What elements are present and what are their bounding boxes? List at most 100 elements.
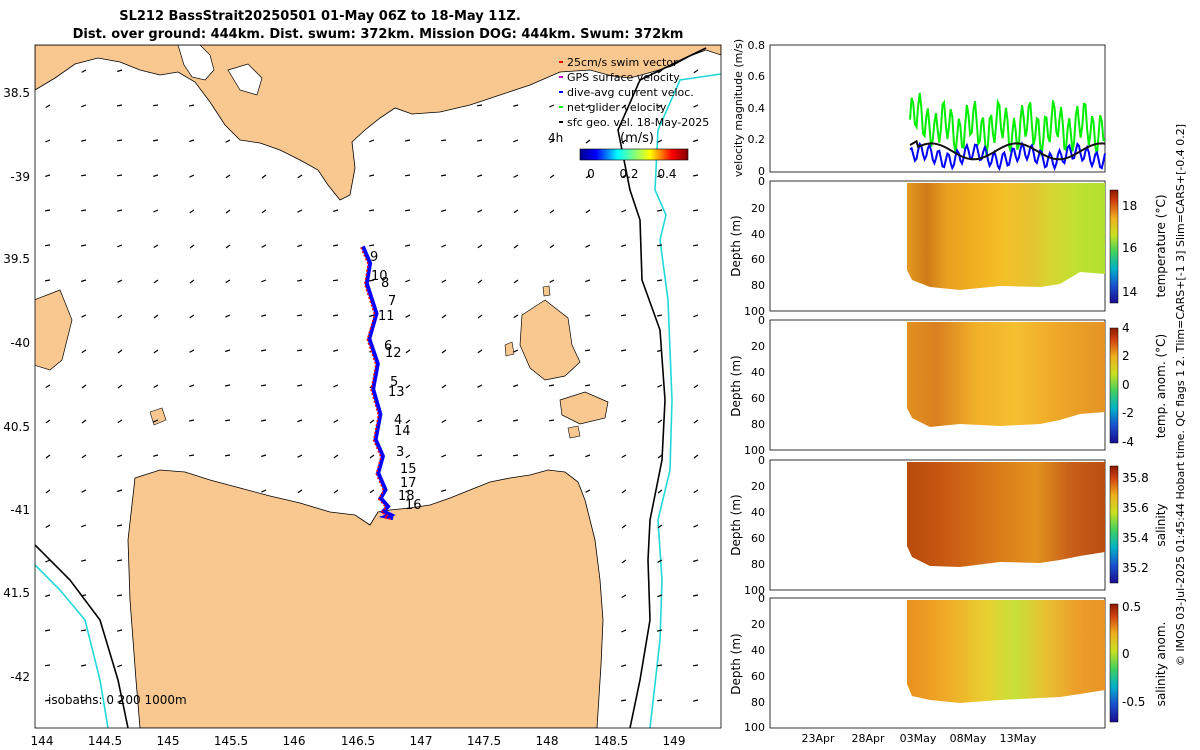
velocity-vector bbox=[117, 699, 123, 703]
velocity-vector bbox=[477, 209, 483, 213]
surface-velocity-series bbox=[909, 139, 1106, 161]
velocity-vector bbox=[405, 489, 411, 493]
legend-label: net glider velocity bbox=[567, 101, 667, 114]
velocity-vector bbox=[621, 524, 627, 529]
velocity-vector bbox=[297, 244, 303, 248]
velocity-vector bbox=[225, 139, 231, 143]
velocity-vector bbox=[81, 384, 87, 389]
cbar-tick: 4 bbox=[1122, 321, 1130, 335]
velocity-vector bbox=[441, 454, 447, 458]
lat-tick: 41.5 bbox=[3, 586, 30, 600]
map-legend: 25cm/s swim vector GPS surface velocity … bbox=[559, 56, 709, 129]
cbar-tick: -0.5 bbox=[1122, 695, 1145, 709]
cbar-tick: 14 bbox=[1122, 285, 1137, 299]
section-ylabel: Depth (m) bbox=[729, 215, 743, 276]
velocity-vector bbox=[45, 594, 51, 597]
cbar-tick: 0.5 bbox=[1122, 600, 1141, 614]
velocity-vector bbox=[693, 629, 699, 632]
velocity-vector bbox=[621, 594, 627, 599]
velocity-vector bbox=[693, 384, 699, 389]
velocity-vector bbox=[513, 349, 519, 353]
velocity-vector bbox=[405, 349, 411, 354]
velocity-vector bbox=[549, 104, 555, 108]
depth-tick: 0 bbox=[758, 454, 765, 467]
velocity-vector bbox=[621, 664, 627, 667]
time-tick: 23Apr bbox=[801, 732, 835, 745]
velocity-vector bbox=[153, 209, 159, 213]
depth-tick: 0 bbox=[758, 592, 765, 605]
velocity-vector bbox=[693, 69, 699, 74]
velocity-vector bbox=[513, 384, 519, 388]
velocity-vector bbox=[513, 174, 519, 178]
velocity-vector bbox=[224, 384, 231, 387]
isobath-1000-east bbox=[649, 73, 721, 728]
depth-tick: 20 bbox=[751, 202, 765, 215]
velocity-vector bbox=[81, 104, 87, 108]
velocity-vector bbox=[81, 279, 87, 283]
velocity-vector bbox=[621, 314, 627, 317]
velocity-vector bbox=[80, 559, 87, 562]
velocity-vector bbox=[657, 139, 663, 143]
map-title-line1: SL212 BassStrait20250501 01-May 06Z to 1… bbox=[119, 9, 521, 24]
velocity-vector bbox=[369, 489, 375, 494]
lat-tick: 39.5 bbox=[3, 252, 30, 266]
velocity-vector bbox=[153, 384, 159, 389]
velocity-vector bbox=[332, 244, 339, 247]
velocity-vector bbox=[117, 559, 123, 562]
velocity-vector bbox=[369, 244, 375, 247]
velocity-vector bbox=[657, 454, 663, 459]
velocity-vector bbox=[693, 664, 699, 667]
depth-tick: 20 bbox=[751, 340, 765, 353]
colorbar-tick: 0.4 bbox=[657, 167, 676, 181]
velocity-vector bbox=[441, 489, 447, 492]
day-label: 12 bbox=[385, 346, 402, 361]
velocity-vector bbox=[297, 349, 303, 352]
velocity-vector bbox=[477, 314, 483, 319]
velocity-vector bbox=[477, 174, 483, 178]
velocity-vector bbox=[116, 209, 123, 212]
depth-tick: 0 bbox=[758, 175, 765, 188]
cbar-tick: 35.8 bbox=[1122, 471, 1149, 485]
velocity-vector bbox=[189, 384, 195, 388]
velocity-vector bbox=[117, 384, 123, 389]
velocity-vector bbox=[657, 279, 663, 282]
velocity-vector bbox=[260, 419, 267, 422]
velocity-vector bbox=[117, 664, 123, 668]
velocity-vector bbox=[693, 314, 699, 318]
cbar-tick: 18 bbox=[1122, 199, 1137, 213]
velocity-vector bbox=[297, 174, 303, 179]
salinity-field bbox=[907, 462, 1105, 567]
velocity-vector bbox=[81, 314, 87, 318]
temperature-field bbox=[907, 183, 1105, 290]
velocity-vector bbox=[405, 209, 411, 212]
time-tick: 28Apr bbox=[851, 732, 885, 745]
velocity-vector bbox=[441, 349, 447, 354]
velocity-vector bbox=[621, 629, 627, 633]
day-label: 11 bbox=[378, 309, 395, 324]
velocity-vector bbox=[693, 139, 699, 143]
velocity-vector bbox=[333, 419, 339, 424]
velocity-vector bbox=[512, 419, 519, 422]
lat-tick: 38.5 bbox=[3, 86, 30, 100]
lat-tick: -41 bbox=[10, 503, 30, 517]
small-island bbox=[149, 407, 167, 426]
day-label: 6 bbox=[384, 339, 392, 354]
velocity-vector bbox=[225, 174, 231, 179]
velocity-vector bbox=[477, 349, 483, 354]
time-tick: 08May bbox=[950, 732, 987, 745]
velocity-vector bbox=[45, 454, 51, 459]
velocity-vector bbox=[441, 139, 447, 142]
velocity-vector bbox=[45, 384, 51, 389]
velocity-vector bbox=[117, 69, 123, 73]
velocity-vector bbox=[621, 489, 627, 494]
vel-tick: 0.4 bbox=[748, 102, 766, 115]
velocity-vector bbox=[585, 489, 591, 493]
velocity-vector bbox=[117, 139, 123, 142]
legend-label: 25cm/s swim vector bbox=[567, 56, 678, 69]
section-cbar-label: salinity bbox=[1154, 503, 1168, 546]
velocity-vector bbox=[189, 279, 195, 284]
velocity-vector bbox=[693, 524, 699, 528]
velocity-vector bbox=[405, 314, 411, 318]
velocity-vector bbox=[477, 244, 483, 249]
